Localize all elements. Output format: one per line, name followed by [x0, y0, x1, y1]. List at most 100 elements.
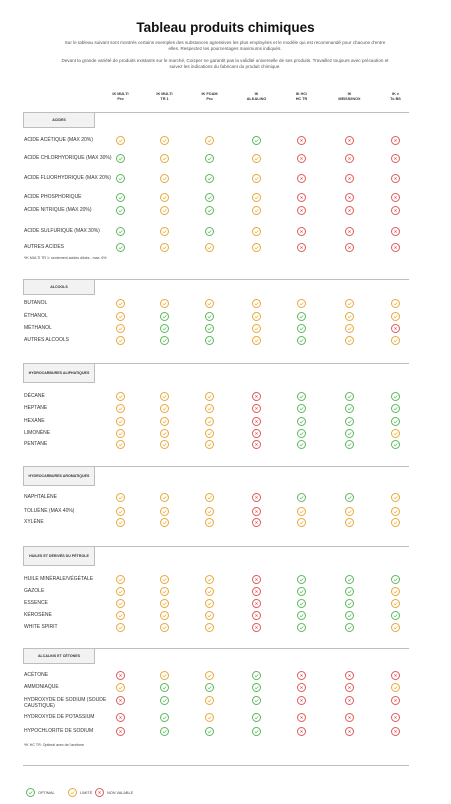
check-icon — [160, 671, 169, 680]
legend-optimal: OPTIMAL — [26, 788, 55, 797]
cross-icon — [391, 154, 400, 163]
check-icon — [252, 727, 261, 736]
cross-icon — [297, 227, 306, 236]
check-icon — [391, 440, 400, 449]
check-icon — [116, 599, 125, 608]
check-icon — [297, 518, 306, 527]
check-icon — [116, 493, 125, 502]
cross-icon — [297, 727, 306, 736]
check-icon — [160, 599, 169, 608]
cross-icon — [297, 243, 306, 252]
cross-icon — [391, 671, 400, 680]
check-icon — [205, 696, 214, 705]
check-icon — [160, 299, 169, 308]
cross-icon — [297, 174, 306, 183]
legend-optimal-label: OPTIMAL — [38, 790, 55, 795]
check-icon — [252, 193, 261, 202]
check-icon — [252, 243, 261, 252]
check-icon — [252, 713, 261, 722]
check-icon — [252, 696, 261, 705]
row-label: HYPOCHLORITE DE SODIUM — [24, 728, 94, 734]
check-icon — [345, 417, 354, 426]
check-icon — [345, 623, 354, 632]
check-icon — [345, 493, 354, 502]
check-icon — [116, 227, 125, 236]
check-icon — [205, 713, 214, 722]
check-icon — [252, 136, 261, 145]
section-note: *IK MULTI TR 1: seulement acides dilués … — [24, 256, 107, 260]
check-icon — [205, 324, 214, 333]
check-icon — [116, 193, 125, 202]
column-header: IK MULTI Pro — [98, 92, 144, 102]
check-icon — [252, 206, 261, 215]
section-header: ALCOOLS — [23, 279, 95, 295]
cross-icon — [345, 136, 354, 145]
check-icon — [391, 575, 400, 584]
cross-icon — [345, 206, 354, 215]
section-header: ALCALINS ET CÉTONES — [23, 648, 95, 664]
check-icon — [116, 623, 125, 632]
cross-icon — [252, 404, 261, 413]
check-icon — [391, 611, 400, 620]
intro-paragraph-2: Devant la grande variété de produits exi… — [61, 58, 389, 69]
check-icon — [391, 336, 400, 345]
check-icon — [160, 440, 169, 449]
check-icon — [345, 312, 354, 321]
row-label: ACIDE ACÉTIQUE (MAX 20%) — [24, 137, 93, 143]
check-icon — [391, 404, 400, 413]
cross-icon — [391, 193, 400, 202]
section-divider — [95, 279, 409, 280]
check-icon — [116, 683, 125, 692]
check-icon — [160, 623, 169, 632]
column-header-line2: Pro — [206, 97, 213, 101]
cross-icon — [345, 696, 354, 705]
cross-icon — [116, 727, 125, 736]
section-header: ACIDES — [23, 112, 95, 128]
check-icon — [160, 312, 169, 321]
cross-icon — [391, 206, 400, 215]
cross-icon — [252, 575, 261, 584]
cross-icon — [252, 611, 261, 620]
section-header: HUILES ET DÉRIVÉS DU PÉTROLE — [23, 546, 95, 566]
check-icon — [205, 299, 214, 308]
check-icon — [345, 575, 354, 584]
check-icon — [160, 404, 169, 413]
check-icon — [160, 727, 169, 736]
row-label: DÉCANE — [24, 393, 45, 399]
section-divider — [95, 112, 409, 113]
check-icon — [252, 683, 261, 692]
check-icon — [160, 587, 169, 596]
check-icon — [297, 417, 306, 426]
legend-limited: LIMITÉ — [68, 788, 92, 797]
check-icon — [297, 623, 306, 632]
check-icon — [68, 788, 77, 797]
check-icon — [391, 683, 400, 692]
check-icon — [160, 336, 169, 345]
section-note: *IK HC TR: Optimal avec de l'acétone — [24, 743, 84, 747]
column-header-line1: IK MULTI — [156, 92, 173, 96]
check-icon — [345, 587, 354, 596]
check-icon — [160, 206, 169, 215]
row-label: NAPHTALÈNE — [24, 494, 57, 500]
check-icon — [116, 429, 125, 438]
check-icon — [205, 336, 214, 345]
row-label: HYDROXYDE DE SODIUM (SOUDE CAUSTIQUE) — [24, 697, 107, 709]
check-icon — [116, 575, 125, 584]
check-icon — [205, 193, 214, 202]
column-header: IK MEISS/INOX — [327, 92, 373, 102]
check-icon — [160, 518, 169, 527]
cross-icon — [252, 518, 261, 527]
column-header: IK FOAM Pro — [187, 92, 233, 102]
check-icon — [116, 154, 125, 163]
cross-icon — [345, 683, 354, 692]
check-icon — [160, 713, 169, 722]
cross-icon — [391, 727, 400, 736]
section-divider — [95, 546, 409, 547]
check-icon — [160, 417, 169, 426]
row-label: PENTANE — [24, 441, 48, 447]
cross-icon — [345, 671, 354, 680]
cross-icon — [391, 696, 400, 705]
cross-icon — [345, 243, 354, 252]
row-label: ACIDE FLUORHYDRIQUE (MAX 20%) — [24, 175, 111, 181]
check-icon — [252, 336, 261, 345]
